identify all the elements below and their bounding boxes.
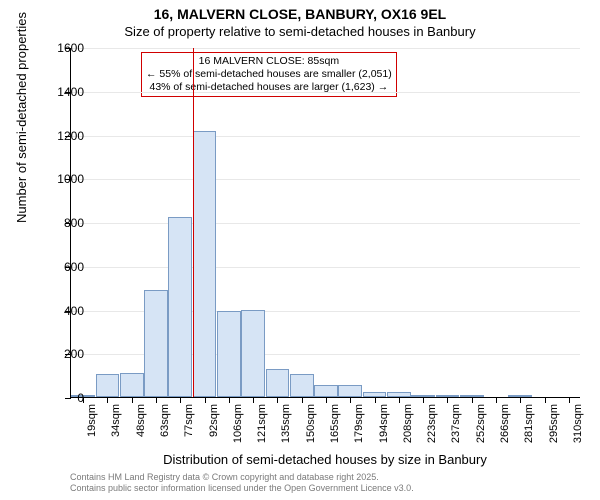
x-tick-label: 19sqm (86, 404, 98, 448)
histogram-bar (96, 374, 120, 397)
callout-line1: 16 MALVERN CLOSE: 85sqm (146, 55, 392, 68)
y-tick-label: 600 (34, 260, 84, 274)
x-tick-label: 281sqm (523, 404, 535, 448)
chart-title-main: 16, MALVERN CLOSE, BANBURY, OX16 9EL (0, 6, 600, 22)
x-tick (205, 397, 206, 403)
histogram-bar (314, 385, 338, 397)
x-tick (375, 397, 376, 403)
x-tick-label: 310sqm (572, 404, 584, 448)
footer-attribution: Contains HM Land Registry data © Crown c… (70, 472, 414, 494)
x-tick-label: 121sqm (256, 404, 268, 448)
callout-box: 16 MALVERN CLOSE: 85sqm ← 55% of semi-de… (141, 52, 397, 97)
footer-line2: Contains public sector information licen… (70, 483, 414, 494)
x-tick-label: 63sqm (159, 404, 171, 448)
x-tick (545, 397, 546, 403)
histogram-bar (290, 374, 314, 397)
reference-line (193, 48, 194, 397)
x-axis-title: Distribution of semi-detached houses by … (70, 452, 580, 467)
y-tick-label: 1400 (34, 85, 84, 99)
grid-line (71, 179, 580, 180)
grid-line (71, 223, 580, 224)
histogram-bar (266, 369, 290, 397)
callout-line2: ← 55% of semi-detached houses are smalle… (146, 68, 392, 81)
y-tick-label: 200 (34, 347, 84, 361)
footer-line1: Contains HM Land Registry data © Crown c… (70, 472, 414, 483)
histogram-bar (144, 290, 168, 397)
x-tick (180, 397, 181, 403)
y-tick-label: 1000 (34, 172, 84, 186)
histogram-bar (168, 217, 192, 397)
histogram-bar (338, 385, 362, 397)
y-tick-label: 1600 (34, 41, 84, 55)
histogram-bar (193, 131, 217, 397)
x-tick-label: 295sqm (548, 404, 560, 448)
histogram-bar (217, 311, 241, 397)
x-tick (229, 397, 230, 403)
x-tick (132, 397, 133, 403)
x-tick-label: 135sqm (280, 404, 292, 448)
grid-line (71, 48, 580, 49)
x-tick-label: 179sqm (353, 404, 365, 448)
x-tick (156, 397, 157, 403)
grid-line (71, 267, 580, 268)
x-tick (496, 397, 497, 403)
y-tick-label: 800 (34, 216, 84, 230)
x-tick-label: 252sqm (475, 404, 487, 448)
grid-line (71, 136, 580, 137)
x-tick (277, 397, 278, 403)
x-tick (350, 397, 351, 403)
grid-line (71, 92, 580, 93)
y-tick-label: 400 (34, 304, 84, 318)
x-tick (423, 397, 424, 403)
x-tick (569, 397, 570, 403)
plot-area: 16 MALVERN CLOSE: 85sqm ← 55% of semi-de… (70, 48, 580, 398)
chart-title-sub: Size of property relative to semi-detach… (0, 24, 600, 39)
x-tick-label: 165sqm (329, 404, 341, 448)
y-axis-title: Number of semi-detached properties (14, 12, 29, 223)
histogram-bar (241, 310, 265, 398)
x-tick-label: 223sqm (426, 404, 438, 448)
x-tick-label: 208sqm (402, 404, 414, 448)
x-tick (447, 397, 448, 403)
x-tick (253, 397, 254, 403)
y-tick-label: 1200 (34, 129, 84, 143)
x-tick (326, 397, 327, 403)
x-tick-label: 237sqm (450, 404, 462, 448)
x-tick (302, 397, 303, 403)
x-tick (520, 397, 521, 403)
x-tick-label: 48sqm (135, 404, 147, 448)
x-tick (472, 397, 473, 403)
x-tick-label: 194sqm (378, 404, 390, 448)
x-tick-label: 150sqm (305, 404, 317, 448)
histogram-bar (120, 373, 144, 397)
x-tick (107, 397, 108, 403)
x-tick (399, 397, 400, 403)
x-tick-label: 266sqm (499, 404, 511, 448)
x-tick-label: 92sqm (208, 404, 220, 448)
chart-container: 16, MALVERN CLOSE, BANBURY, OX16 9EL Siz… (0, 0, 600, 500)
y-tick-label: 0 (34, 391, 84, 405)
x-tick-label: 77sqm (183, 404, 195, 448)
x-tick-label: 106sqm (232, 404, 244, 448)
x-tick-label: 34sqm (110, 404, 122, 448)
